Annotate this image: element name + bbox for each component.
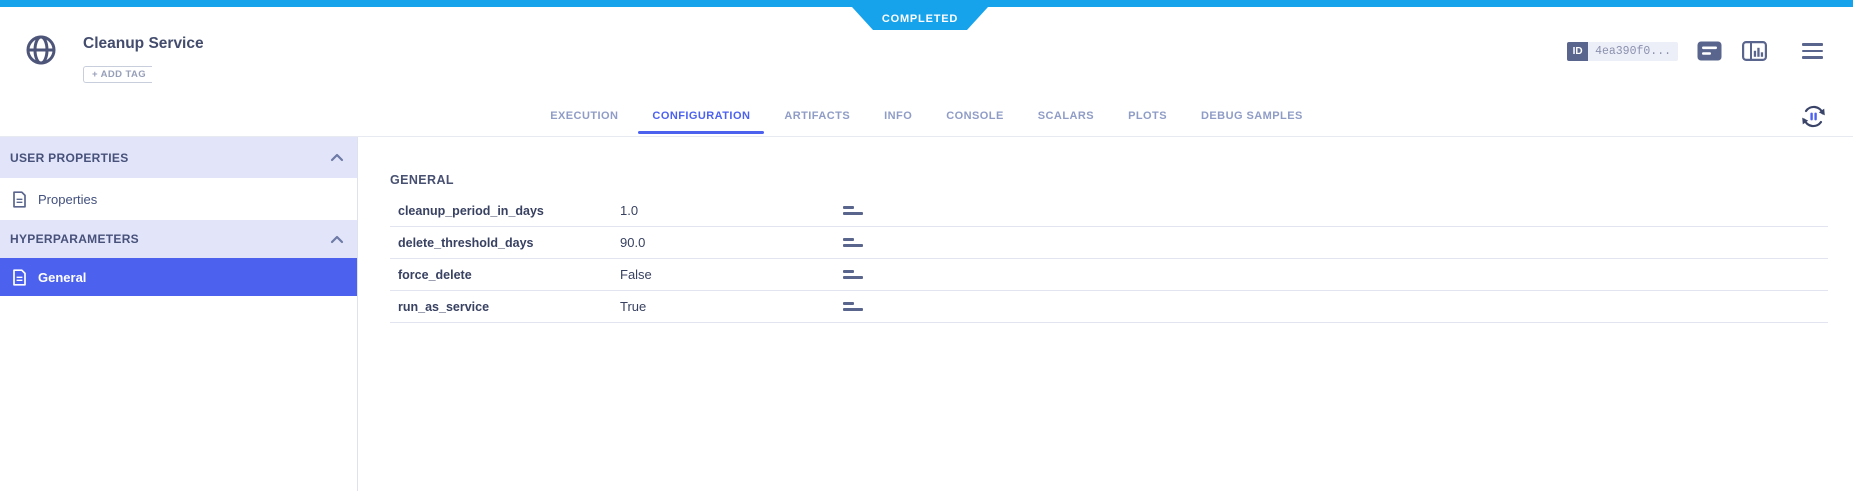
- tab-execution[interactable]: EXECUTION: [550, 110, 619, 122]
- task-id-chip[interactable]: ID 4ea390f0...: [1567, 41, 1678, 61]
- params-table: cleanup_period_in_days 1.0 delete_thresh…: [390, 195, 1828, 323]
- id-label: ID: [1567, 41, 1589, 61]
- tab-console[interactable]: CONSOLE: [946, 110, 1004, 122]
- document-icon: [13, 190, 26, 208]
- tab-bar: EXECUTION CONFIGURATION ARTIFACTS INFO C…: [0, 90, 1853, 136]
- status-color-strip: [0, 0, 1853, 7]
- details-panel-icon: [1742, 41, 1767, 61]
- sidebar-item-label: Properties: [38, 191, 98, 207]
- param-description-icon[interactable]: [843, 302, 863, 311]
- description-icon: [1697, 41, 1722, 61]
- configuration-sidebar: USER PROPERTIES Properties HYPERPARAMETE…: [0, 137, 358, 491]
- param-name: run_as_service: [398, 299, 490, 314]
- chevron-up-icon: [330, 153, 344, 162]
- section-title: HYPERPARAMETERS: [10, 232, 139, 246]
- param-value: False: [620, 267, 652, 282]
- status-ribbon: COMPLETED: [852, 7, 988, 30]
- sidebar-item-general[interactable]: General: [0, 258, 357, 296]
- page-title: Cleanup Service: [83, 35, 204, 52]
- title-block: Cleanup Service + ADD TAG: [25, 32, 204, 83]
- menu-icon: [1802, 42, 1823, 46]
- param-row: delete_threshold_days 90.0: [390, 227, 1828, 259]
- header: COMPLETED Cleanup Service + ADD TAG ID 4…: [0, 0, 1853, 137]
- param-row: cleanup_period_in_days 1.0: [390, 195, 1828, 227]
- tab-plots[interactable]: PLOTS: [1128, 110, 1167, 122]
- sidebar-item-properties[interactable]: Properties: [0, 178, 357, 220]
- section-header-hyperparameters[interactable]: HYPERPARAMETERS: [0, 220, 357, 258]
- section-header-user-properties[interactable]: USER PROPERTIES: [0, 137, 357, 178]
- param-row: run_as_service True: [390, 291, 1828, 323]
- params-section-title: GENERAL: [390, 173, 454, 187]
- param-description-icon[interactable]: [843, 238, 863, 247]
- param-description-icon[interactable]: [843, 206, 863, 215]
- sidebar-item-label: General: [38, 269, 87, 285]
- param-row: force_delete False: [390, 259, 1828, 291]
- details-panel-button[interactable]: [1742, 41, 1767, 61]
- tab-info[interactable]: INFO: [884, 110, 913, 122]
- param-value: 90.0: [620, 235, 646, 250]
- tab-artifacts[interactable]: ARTIFACTS: [784, 110, 851, 122]
- refresh-pause-icon: [1802, 105, 1825, 128]
- tab-scalars[interactable]: SCALARS: [1037, 110, 1095, 122]
- menu-button[interactable]: [1802, 42, 1823, 60]
- hyperparameters-panel: GENERAL cleanup_period_in_days 1.0 delet…: [358, 137, 1853, 491]
- param-value: 1.0: [620, 203, 639, 218]
- param-value: True: [620, 299, 647, 314]
- param-name: delete_threshold_days: [398, 235, 534, 250]
- tab-configuration[interactable]: CONFIGURATION: [638, 110, 765, 136]
- param-name: cleanup_period_in_days: [398, 203, 544, 218]
- param-description-icon[interactable]: [843, 270, 863, 279]
- section-title: USER PROPERTIES: [10, 150, 129, 165]
- description-button[interactable]: [1697, 41, 1722, 61]
- task-type-globe-icon: [26, 35, 56, 65]
- document-icon: [13, 268, 26, 286]
- auto-refresh-button[interactable]: [1800, 103, 1827, 130]
- param-name: force_delete: [398, 267, 472, 282]
- id-value: 4ea390f0...: [1588, 41, 1678, 61]
- chevron-up-icon: [330, 235, 344, 243]
- header-actions: ID 4ea390f0...: [1567, 41, 1823, 61]
- tab-debug-samples[interactable]: DEBUG SAMPLES: [1201, 110, 1303, 122]
- add-tag-button[interactable]: + ADD TAG: [83, 66, 153, 83]
